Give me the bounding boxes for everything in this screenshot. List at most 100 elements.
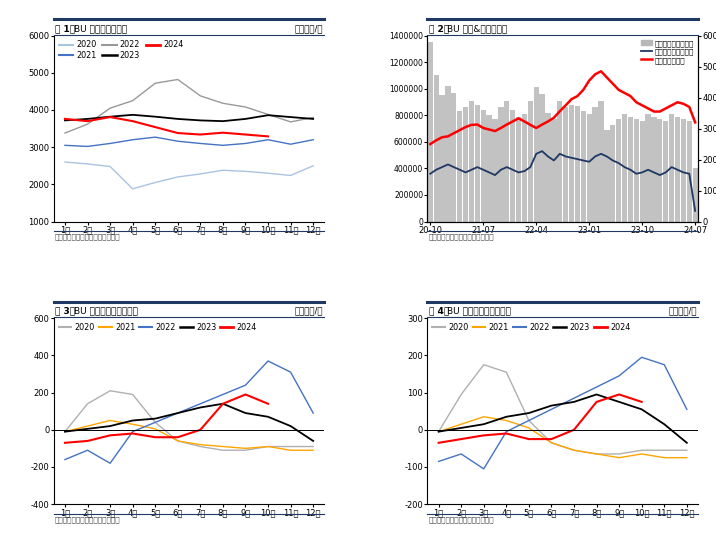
2020 <box>61 429 69 435</box>
2020 <box>637 447 646 454</box>
2022 <box>637 354 646 361</box>
Line: 2021: 2021 <box>65 137 313 146</box>
2021 <box>309 447 317 454</box>
Bar <box>563 107 569 221</box>
2024 <box>173 130 182 136</box>
2023 <box>480 421 488 427</box>
Bar <box>546 113 551 221</box>
2023 <box>457 425 465 431</box>
Bar <box>528 101 533 221</box>
2020 <box>309 443 317 450</box>
Bar <box>440 95 445 221</box>
2021 <box>309 136 317 143</box>
2022 <box>457 450 465 457</box>
2022 <box>241 382 250 389</box>
Line: 2022: 2022 <box>439 357 687 469</box>
2020 <box>241 447 250 454</box>
2021 <box>61 429 69 435</box>
Text: BU 主力合约收盘价: BU 主力合约收盘价 <box>74 24 127 33</box>
2021 <box>547 439 556 446</box>
Line: 2021: 2021 <box>439 417 687 458</box>
2024 <box>615 391 624 398</box>
2024 <box>241 131 250 138</box>
2022 <box>241 104 250 110</box>
2022 <box>196 401 205 407</box>
2023 <box>218 401 227 407</box>
Bar <box>469 101 474 221</box>
2023 <box>615 398 624 405</box>
2021 <box>480 414 488 420</box>
Bar <box>628 117 633 221</box>
2023 <box>83 426 92 432</box>
Line: 2023: 2023 <box>65 115 313 121</box>
Bar <box>616 119 621 221</box>
2024 <box>151 124 160 130</box>
2020 <box>173 438 182 444</box>
2020 <box>196 443 205 450</box>
2021 <box>218 443 227 450</box>
2021 <box>457 421 465 427</box>
2021 <box>106 417 115 424</box>
2021 <box>637 450 646 457</box>
2020 <box>151 179 160 186</box>
Bar <box>575 106 580 221</box>
Legend: 2020, 2021, 2022, 2023, 2024: 2020, 2021, 2022, 2023, 2024 <box>58 39 185 61</box>
Text: 数据来源：钢联、海通期货研究所: 数据来源：钢联、海通期货研究所 <box>429 233 495 240</box>
2024 <box>106 432 115 438</box>
2022 <box>173 410 182 416</box>
Line: 2022: 2022 <box>65 361 313 463</box>
Line: 2020: 2020 <box>439 365 687 454</box>
Bar <box>586 114 592 221</box>
Bar <box>652 117 657 221</box>
2021 <box>151 134 160 140</box>
2024 <box>196 426 205 433</box>
2024 <box>570 426 579 433</box>
2024 <box>151 434 160 441</box>
2023 <box>106 423 115 430</box>
Bar <box>480 110 486 221</box>
2023 <box>128 417 137 424</box>
Bar <box>551 119 556 221</box>
2020 <box>480 362 488 368</box>
Line: 2024: 2024 <box>65 117 268 136</box>
2024 <box>457 436 465 442</box>
2020 <box>151 419 160 426</box>
Bar <box>610 124 615 221</box>
Bar <box>645 114 651 221</box>
2024 <box>61 439 69 446</box>
Text: 单位：元/吨: 单位：元/吨 <box>294 307 323 316</box>
Bar <box>557 101 563 221</box>
Line: 2020: 2020 <box>65 162 313 189</box>
2020 <box>286 443 295 450</box>
2020 <box>615 450 624 457</box>
2020 <box>128 391 137 398</box>
2023 <box>286 423 295 430</box>
Line: 2023: 2023 <box>439 395 687 443</box>
2024 <box>637 398 646 405</box>
Bar <box>504 101 510 221</box>
2020 <box>435 429 443 435</box>
2022 <box>128 429 137 435</box>
2022 <box>682 406 691 413</box>
Bar <box>533 88 539 221</box>
2023 <box>309 116 317 122</box>
2022 <box>263 358 272 364</box>
2022 <box>286 369 295 375</box>
2020 <box>83 401 92 407</box>
2020 <box>570 447 579 454</box>
Bar <box>522 114 527 221</box>
Bar <box>475 105 480 221</box>
2023 <box>547 402 556 409</box>
2021 <box>106 140 115 147</box>
2021 <box>263 136 272 143</box>
2022 <box>525 417 533 424</box>
2021 <box>151 426 160 432</box>
2021 <box>241 445 250 452</box>
2023 <box>196 404 205 411</box>
2021 <box>83 143 92 150</box>
Legend: 2020, 2021, 2022, 2023, 2024: 2020, 2021, 2022, 2023, 2024 <box>431 322 631 333</box>
Text: 图 1：: 图 1： <box>55 24 75 33</box>
2020 <box>106 163 115 170</box>
2022 <box>570 395 579 402</box>
2023 <box>309 438 317 444</box>
